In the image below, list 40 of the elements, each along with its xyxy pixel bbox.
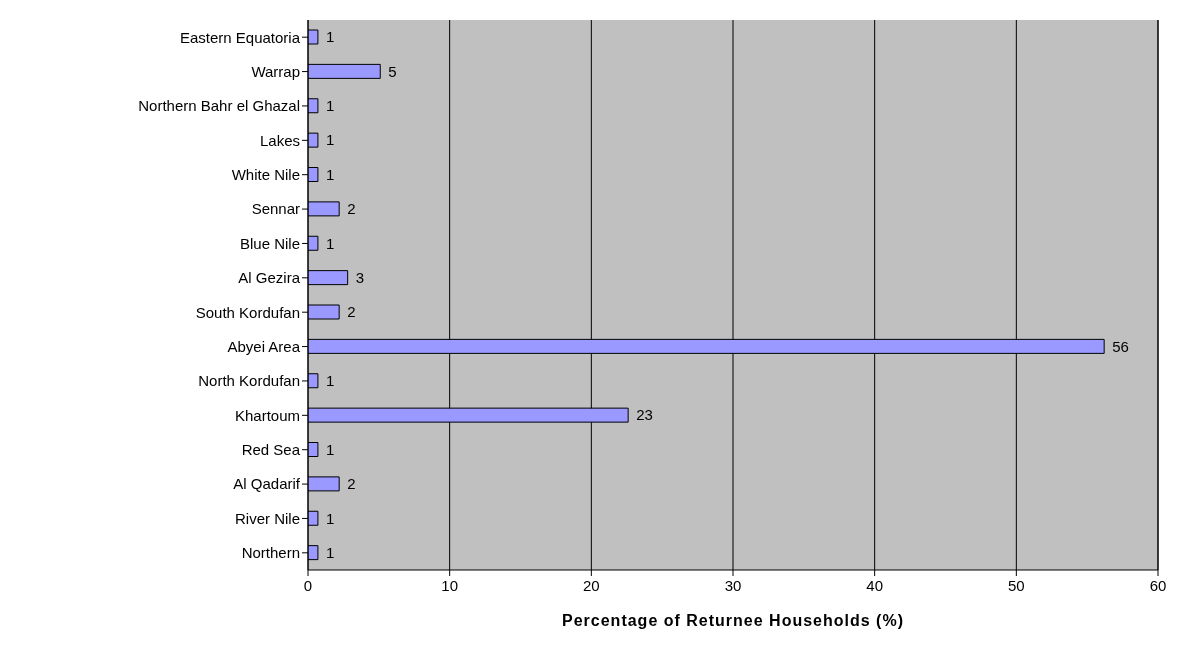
y-tick-label: Lakes bbox=[259, 131, 300, 149]
x-tick-label: 20 bbox=[582, 576, 600, 594]
data-label: 1 bbox=[325, 97, 335, 115]
y-tick-label: Sennar bbox=[251, 200, 300, 218]
data-label: 56 bbox=[1112, 337, 1129, 355]
y-tick-label: Abyei Area bbox=[227, 337, 301, 355]
data-label: 5 bbox=[388, 62, 397, 80]
data-label: 1 bbox=[325, 543, 335, 561]
data-label: 2 bbox=[347, 475, 356, 493]
x-axis-title: Percentage of Returnee Households (%) bbox=[562, 612, 904, 629]
data-label: 2 bbox=[347, 200, 356, 218]
data-label: 1 bbox=[325, 440, 335, 458]
y-tick-label: Northern bbox=[241, 544, 300, 562]
data-label: 3 bbox=[355, 268, 365, 286]
y-tick-label: White Nile bbox=[231, 166, 300, 184]
x-tick-label: 40 bbox=[866, 576, 884, 594]
y-tick-label: Al Qadarif bbox=[233, 475, 301, 493]
y-tick-label: River Nile bbox=[234, 509, 300, 527]
data-label: 1 bbox=[325, 509, 335, 527]
y-tick-label: Northern Bahr el Ghazal bbox=[138, 97, 300, 115]
y-tick-label: South Kordufan bbox=[195, 303, 300, 321]
x-tick-label: 30 bbox=[724, 576, 742, 594]
y-tick-label: Blue Nile bbox=[239, 234, 300, 252]
data-label: 2 bbox=[347, 303, 356, 321]
y-tick-label: Al Gezira bbox=[238, 269, 301, 287]
data-label: 1 bbox=[325, 372, 335, 390]
x-tick-label: 60 bbox=[1149, 576, 1167, 594]
y-tick-label: Khartoum bbox=[234, 406, 300, 424]
data-label: 1 bbox=[325, 165, 335, 183]
y-tick-label: Red Sea bbox=[241, 441, 301, 459]
y-tick-label: North Kordufan bbox=[198, 372, 300, 390]
x-tick-label: 10 bbox=[441, 576, 459, 594]
x-tick-label: 50 bbox=[1007, 576, 1025, 594]
x-tick-label: 0 bbox=[303, 576, 313, 594]
y-tick-label: Eastern Equatoria bbox=[179, 28, 301, 46]
data-label: 1 bbox=[325, 28, 335, 46]
y-tick-label: Warrap bbox=[251, 62, 300, 80]
data-label: 1 bbox=[325, 131, 335, 149]
data-label: 1 bbox=[325, 234, 335, 252]
data-label: 23 bbox=[636, 406, 653, 424]
